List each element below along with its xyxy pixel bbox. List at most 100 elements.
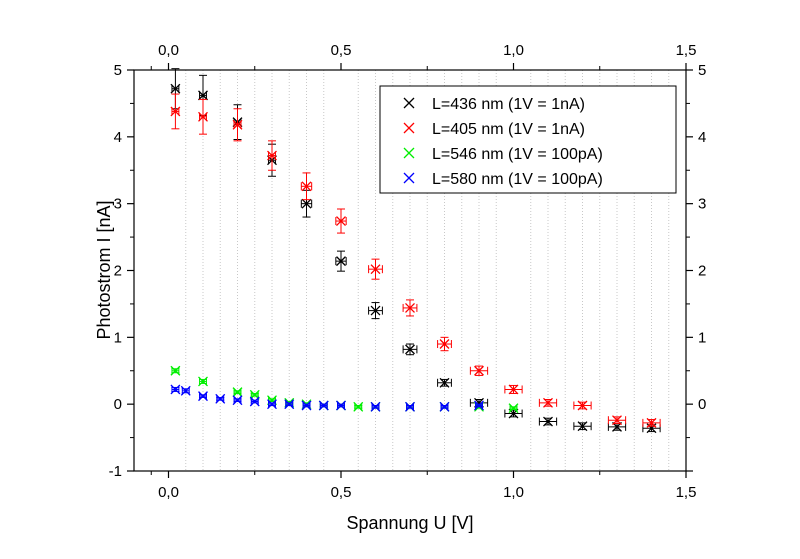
data-point [368,258,383,280]
legend-entry: L=580 nm (1V = 100pA) [403,171,603,188]
y-axis-title: Photostrom I [nA] [94,200,114,339]
point-marker [249,396,260,407]
point-marker [370,305,381,316]
data-point [336,400,346,411]
data-point [170,365,181,376]
data-point [437,336,452,352]
data-point [573,400,592,411]
data-point [474,400,484,411]
legend-box [379,85,677,194]
y-tick-label-right: 4 [698,129,706,146]
point-marker [474,400,484,411]
point-marker [646,417,657,428]
legend-entry: L=405 nm (1V = 1nA) [403,121,585,138]
axes: 0,0 0,0 0,5 0,5 1,0 1,0 1,5 1,5 -1 0 1 2 3 4 5 0 1 2 3 4 5 [109,42,707,501]
point-marker [336,256,346,267]
data-point [437,377,452,388]
x-tick-label-top: 0,0 [158,42,179,59]
point-marker [439,377,450,388]
data-point [335,250,347,272]
point-marker [170,384,181,395]
x-tick-label: 1,0 [503,484,524,501]
data-point [267,399,277,410]
point-marker [232,119,243,130]
point-marker [301,181,312,192]
y-tick-label: 4 [114,129,122,146]
data-point [402,299,418,317]
point-marker [232,395,243,406]
x-tick-label-top: 1,5 [676,42,697,59]
data-point [198,391,208,402]
y-tick-label-right: 5 [698,62,706,79]
data-point [267,140,277,171]
point-marker [439,401,450,412]
point-marker [232,387,243,398]
point-marker [170,106,181,117]
data-point [335,208,347,234]
point-marker [405,401,415,412]
data-series [170,68,661,434]
y-tick-label-right: 0 [698,396,706,413]
point-marker [215,393,226,404]
y-tick-label-right: 2 [698,263,706,280]
point-marker [543,397,553,408]
legend-label: L=580 nm (1V = 100pA) [432,171,603,188]
data-point [607,415,627,426]
point-marker [508,384,519,395]
point-marker [612,415,622,426]
point-marker [198,111,208,122]
point-marker [405,302,415,313]
point-marker [170,365,181,376]
legend-marker [403,147,415,159]
legend-entry: L=546 nm (1V = 100pA) [403,146,603,163]
y-tick-label-right: 3 [698,196,706,213]
point-marker [439,339,450,349]
point-marker [284,399,295,410]
point-marker [267,150,277,161]
point-marker [405,344,415,355]
data-point [370,401,381,412]
data-point [300,172,313,201]
data-point [170,384,181,395]
x-tick-label: 0,5 [331,484,352,501]
data-point [405,401,415,412]
data-point [504,384,523,395]
data-point [301,400,312,411]
point-marker [508,403,519,414]
x-axis-title: Spannung U [V] [346,513,473,533]
legend-marker [403,122,415,134]
data-point [232,395,243,406]
data-point [469,365,489,376]
data-point [538,397,558,408]
point-marker [301,400,312,411]
y-tick-label: 1 [114,329,122,346]
x-tick-label: 0,0 [158,484,179,501]
data-point [508,403,519,414]
point-marker [180,385,191,396]
data-point [215,393,226,404]
data-point [504,408,523,419]
y-tick-label: 5 [114,62,122,79]
data-point [573,421,592,432]
data-point [180,385,191,396]
data-point [198,98,208,135]
data-point [318,400,329,411]
point-marker [370,401,381,412]
data-point [249,396,260,407]
y-tick-label: 3 [114,196,122,213]
point-marker [336,216,346,227]
x-tick-label-top: 1,0 [503,42,524,59]
point-marker [543,416,553,427]
data-point [353,401,364,412]
legend: L=436 nm (1V = 1nA) L=405 nm (1V = 1nA) L=… [379,85,677,194]
point-marker [198,90,208,101]
legend-label: L=436 nm (1V = 1nA) [432,96,585,113]
legend-marker [403,172,415,184]
data-point [232,108,243,142]
series-group [170,93,661,428]
y-tick-label: 2 [114,263,122,280]
point-marker [577,400,588,411]
y-tick-label: -1 [109,463,122,480]
data-point [198,376,208,387]
